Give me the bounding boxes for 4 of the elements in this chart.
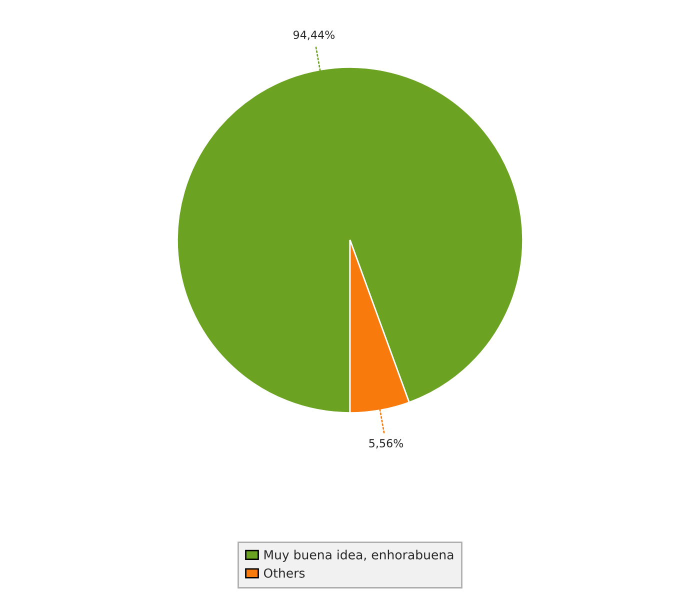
legend-label: Muy buena idea, enhorabuena [264,550,454,562]
legend-label: Others [264,568,305,578]
data-label: 94,44% [293,30,335,40]
data-label: 5,56% [369,439,404,449]
